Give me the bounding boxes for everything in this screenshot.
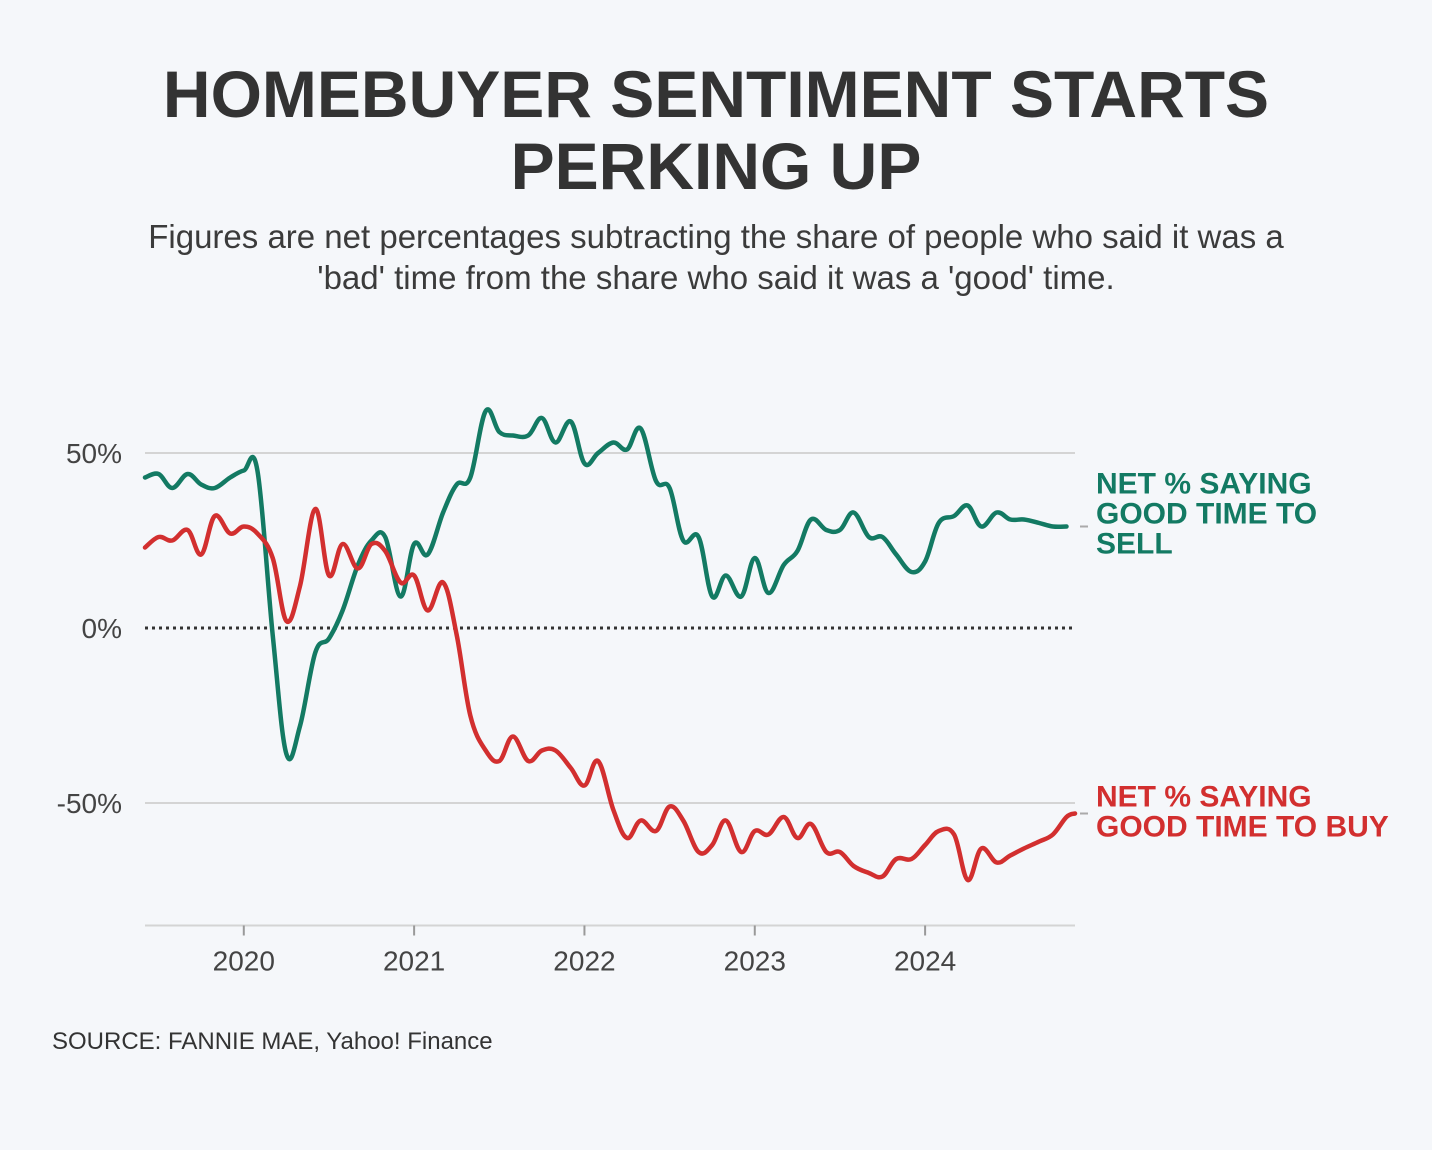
series-layer [142, 407, 1078, 883]
x-tick-label: 2021 [383, 946, 445, 977]
buy-series-line [142, 506, 1078, 883]
series-label-line: GOOD TIME TO BUY [1096, 811, 1389, 844]
chart-title-line-1: HOMEBUYER SENTIMENT STARTS [162, 57, 1270, 131]
chart-subtitle-line-2: 'bad' time from the share who said it wa… [317, 259, 1115, 296]
chart-title: HOMEBUYER SENTIMENT STARTS PERKING UP [0, 58, 1432, 202]
x-tick-label: 2022 [553, 946, 615, 977]
chart-title-line-2: PERKING UP [510, 129, 922, 203]
y-tick-label: 0% [82, 613, 122, 644]
sell-series-line [142, 407, 1069, 762]
x-tick-label: 2020 [213, 946, 275, 977]
chart-subtitle-line-1: Figures are net percentages subtracting … [148, 218, 1284, 255]
axis-layer: 50% 0% -50% 2020 2021 2022 2023 2024 [57, 438, 1075, 977]
x-tick-label: 2023 [724, 946, 786, 977]
y-tick-label: -50% [57, 788, 122, 819]
series-label-line: SELL [1096, 528, 1173, 561]
series-label-line: NET % SAYING [1096, 468, 1312, 501]
series-label-line: NET % SAYING [1096, 781, 1312, 814]
series-label-line: GOOD TIME TO [1096, 498, 1317, 531]
source-note: SOURCE: FANNIE MAE, Yahoo! Finance [52, 1028, 493, 1055]
chart-subtitle: Figures are net percentages subtracting … [40, 216, 1392, 298]
y-tick-label: 50% [66, 438, 122, 469]
x-tick-label: 2024 [894, 946, 956, 977]
